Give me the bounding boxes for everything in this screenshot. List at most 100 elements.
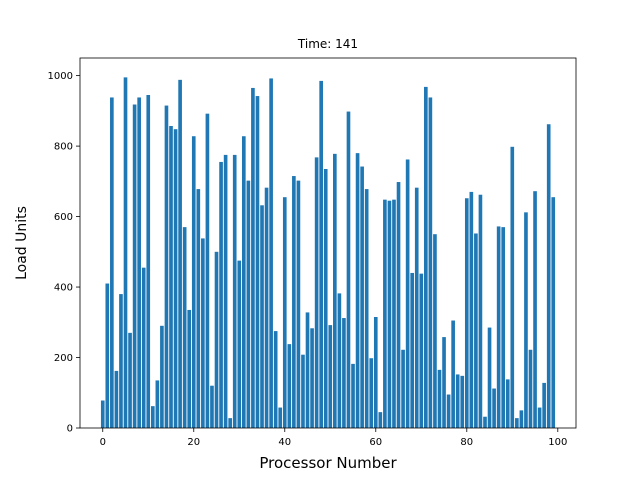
bar-processor-90: [510, 146, 515, 429]
bar-processor-59: [369, 358, 374, 428]
bar-processor-14: [164, 105, 169, 429]
bar-processor-56: [355, 153, 360, 428]
bar-processor-87: [496, 226, 501, 428]
bar-processor-38: [273, 331, 278, 428]
bar-processor-26: [219, 161, 223, 428]
bar-processor-29: [232, 154, 237, 428]
bar-processor-35: [260, 205, 264, 428]
bar-processor-24: [210, 385, 214, 428]
x-tick-label: 0: [100, 437, 106, 448]
bar-processor-23: [205, 113, 210, 428]
bar-processor-88: [501, 227, 506, 428]
bar-processor-65: [396, 182, 401, 428]
bar-processor-42: [292, 176, 296, 428]
bar-processor-78: [455, 374, 460, 428]
bar-processor-96: [537, 407, 542, 428]
x-axis-ticks: 0 20 40 60 80 100: [100, 428, 567, 448]
bar-processor-71: [424, 86, 428, 429]
bar-processor-7: [132, 104, 137, 428]
bar-processor-64: [392, 199, 396, 428]
bar-processor-63: [387, 200, 392, 428]
bar-processor-47: [314, 157, 319, 428]
bar-processor-91: [515, 418, 519, 428]
bar-processor-49: [323, 169, 328, 428]
bar-processor-57: [360, 166, 364, 429]
bar-processor-6: [128, 332, 132, 428]
bar-processor-74: [437, 369, 442, 428]
bar-processor-60: [373, 317, 378, 428]
bar-processor-27: [223, 154, 228, 428]
bar-processor-80: [464, 198, 469, 428]
bar-processor-5: [123, 77, 128, 428]
bar-processor-99: [551, 197, 556, 428]
bar-processor-41: [287, 344, 292, 428]
bar-processor-16: [173, 129, 178, 428]
bar-processor-21: [196, 189, 201, 428]
bar-processor-17: [178, 79, 182, 428]
y-tick-label: 600: [54, 212, 73, 223]
bar-processor-25: [214, 251, 219, 428]
bar-processor-97: [542, 382, 546, 428]
y-tick-label: 400: [54, 283, 73, 294]
bar-processor-51: [333, 153, 337, 428]
bar-processor-39: [278, 407, 283, 428]
bar-processor-1: [105, 283, 110, 428]
bar-processor-11: [150, 406, 155, 428]
y-tick-label: 0: [67, 424, 73, 435]
bar-processor-19: [187, 309, 192, 428]
bar-processor-69: [414, 187, 419, 428]
bar-processor-22: [201, 238, 205, 428]
bar-processor-75: [442, 337, 446, 428]
bar-processor-45: [305, 312, 310, 428]
bar-processor-52: [337, 293, 342, 428]
bar-processor-82: [474, 233, 478, 428]
bar-processor-76: [446, 394, 451, 428]
bar-processor-33: [251, 87, 255, 428]
bar-processor-86: [492, 388, 496, 428]
bar-processor-32: [246, 180, 251, 428]
chart-title: Time: 141: [297, 37, 358, 51]
bar-processor-92: [519, 410, 524, 428]
bar-processor-89: [505, 379, 510, 428]
bar-processor-54: [346, 111, 351, 429]
bar-processor-43: [296, 180, 301, 428]
x-tick-label: 80: [460, 437, 473, 448]
bar-processor-53: [342, 318, 346, 428]
bars-group: [100, 77, 556, 429]
bar-processor-4: [119, 294, 123, 428]
bar-processor-20: [191, 136, 196, 428]
bar-processor-94: [528, 349, 533, 428]
bar-processor-93: [524, 212, 528, 428]
bar-processor-36: [264, 187, 269, 428]
bar-processor-85: [487, 327, 492, 428]
bar-processor-62: [383, 199, 387, 428]
bar-processor-46: [310, 328, 314, 428]
x-axis-label: Processor Number: [259, 454, 397, 472]
x-tick-label: 40: [278, 437, 291, 448]
bar-processor-18: [182, 227, 187, 428]
bar-processor-30: [237, 260, 242, 428]
bar-processor-98: [546, 124, 551, 428]
bar-processor-31: [241, 136, 246, 428]
bar-processor-15: [169, 126, 173, 428]
bar-processor-58: [364, 189, 369, 428]
bar-processor-10: [146, 95, 151, 428]
bar-processor-79: [460, 375, 465, 428]
bar-processor-73: [433, 234, 437, 428]
bar-processor-50: [328, 325, 333, 428]
y-axis-ticks: 0 200 400 600 800 1000: [48, 71, 80, 435]
bar-processor-48: [319, 80, 323, 429]
bar-processor-77: [451, 320, 455, 428]
bar-processor-66: [401, 349, 405, 428]
bar-processor-81: [469, 191, 474, 428]
bar-processor-67: [405, 159, 410, 428]
bar-processor-84: [483, 416, 487, 428]
y-tick-label: 800: [54, 142, 73, 153]
bar-processor-68: [410, 272, 415, 428]
bar-processor-3: [114, 370, 119, 428]
x-tick-label: 100: [548, 437, 567, 448]
bar-processor-34: [255, 96, 260, 429]
bar-processor-37: [269, 78, 273, 428]
bar-processor-61: [378, 412, 383, 428]
bar-processor-2: [110, 97, 114, 428]
